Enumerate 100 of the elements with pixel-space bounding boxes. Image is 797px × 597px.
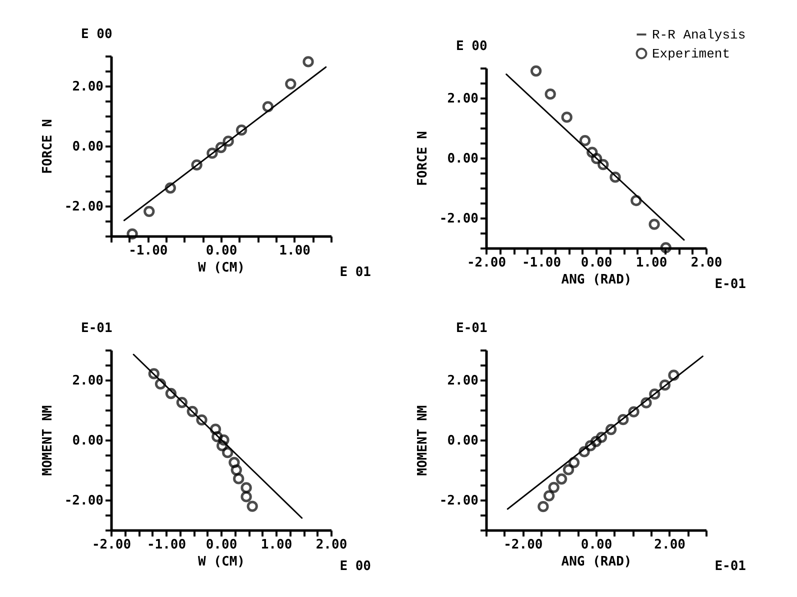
point xyxy=(598,159,609,170)
x-axis-title: ANG (RAD) xyxy=(561,272,632,288)
point xyxy=(530,65,542,77)
text: E-01 xyxy=(714,277,746,292)
y-tick-label: 2.00 xyxy=(447,92,479,106)
point xyxy=(538,501,549,512)
text: E 00 xyxy=(81,27,112,42)
point xyxy=(230,464,242,476)
point xyxy=(236,124,248,136)
y-tick-label: 0.00 xyxy=(447,152,479,166)
x-tick-label: 0.00 xyxy=(206,538,238,552)
point xyxy=(605,424,617,436)
text: E 00 xyxy=(456,39,488,54)
y-tick-label: 0.00 xyxy=(447,434,479,448)
point xyxy=(216,440,228,452)
text: E 01 xyxy=(340,265,372,280)
y-tick-label: 0.00 xyxy=(72,140,104,154)
point xyxy=(568,456,580,468)
x-tick-label: 1.00 xyxy=(260,538,292,552)
y-tick-label: 2.00 xyxy=(72,374,104,388)
y-axis-title: MOMENT NM xyxy=(40,405,56,476)
point xyxy=(285,78,296,90)
y-tick-label: -2.00 xyxy=(64,200,104,214)
point xyxy=(191,159,202,170)
point xyxy=(640,397,652,408)
y-tick-label: 2.00 xyxy=(72,80,104,94)
text: E-01 xyxy=(81,321,112,336)
y-tick-label: -2.00 xyxy=(439,212,479,226)
point xyxy=(659,380,671,391)
point xyxy=(148,368,160,380)
point xyxy=(302,56,314,68)
point xyxy=(648,218,660,230)
x-tick-label: 1.00 xyxy=(636,256,668,270)
y-axis-title: MOMENT NM xyxy=(415,405,430,476)
point xyxy=(618,414,629,426)
point xyxy=(610,172,621,183)
point xyxy=(240,491,252,502)
point xyxy=(212,431,223,442)
point xyxy=(196,414,208,426)
point xyxy=(233,473,244,484)
point xyxy=(210,424,222,435)
point xyxy=(186,406,198,418)
point xyxy=(660,242,672,254)
x-axis-title: W (CM) xyxy=(198,554,245,570)
x-tick-label: 0.00 xyxy=(580,256,612,270)
point xyxy=(556,473,568,485)
point xyxy=(578,446,590,458)
y-tick-label: 0.00 xyxy=(72,434,104,448)
point xyxy=(222,447,234,458)
point xyxy=(590,436,602,448)
x-tick-label: -2.00 xyxy=(504,538,543,552)
point xyxy=(544,88,556,100)
x-axis-title: ANG (RAD) xyxy=(561,554,632,570)
x-tick-label: -1.00 xyxy=(146,538,186,552)
x-tick-label: -2.00 xyxy=(466,256,506,270)
point xyxy=(630,195,642,206)
point xyxy=(628,406,640,418)
x-tick-label: -2.00 xyxy=(92,538,132,552)
x-tick-label: 0.00 xyxy=(206,244,238,258)
x-tick-label: 2.00 xyxy=(316,538,348,552)
point xyxy=(586,146,598,158)
x-tick-label: 2.00 xyxy=(690,256,722,270)
y-axis-title: FORCE N xyxy=(40,118,56,174)
point xyxy=(218,434,230,446)
point xyxy=(165,388,177,400)
legend-label: R-R Analysis xyxy=(652,28,746,42)
point xyxy=(548,482,560,493)
point xyxy=(222,136,234,147)
x-tick-label: 0.00 xyxy=(580,538,612,552)
point xyxy=(144,206,155,217)
point xyxy=(215,142,227,154)
point xyxy=(262,101,274,112)
y-tick-label: -2.00 xyxy=(64,494,104,508)
y-tick-label: 2.00 xyxy=(447,374,479,388)
point xyxy=(596,432,608,443)
point xyxy=(561,112,572,123)
text: E-01 xyxy=(456,321,488,336)
point xyxy=(228,456,240,468)
legend-label: Experiment xyxy=(652,46,730,62)
text: E 00 xyxy=(340,559,372,574)
point xyxy=(543,490,555,502)
point xyxy=(590,153,602,164)
y-tick-label: -2.00 xyxy=(439,494,479,508)
point xyxy=(668,370,680,381)
point xyxy=(579,135,591,146)
point xyxy=(206,148,218,159)
point xyxy=(649,388,660,400)
point xyxy=(246,500,258,512)
point xyxy=(240,482,252,494)
x-tick-label: 2.00 xyxy=(654,538,686,552)
point xyxy=(562,464,574,476)
x-axis-title: W (CM) xyxy=(198,260,245,276)
point xyxy=(584,440,596,452)
point xyxy=(126,228,138,240)
y-axis-title: FORCE N xyxy=(415,130,430,186)
point xyxy=(164,182,176,194)
point xyxy=(176,396,188,408)
point xyxy=(154,378,166,390)
x-tick-label: -1.00 xyxy=(522,256,562,270)
text: E-01 xyxy=(714,559,746,574)
